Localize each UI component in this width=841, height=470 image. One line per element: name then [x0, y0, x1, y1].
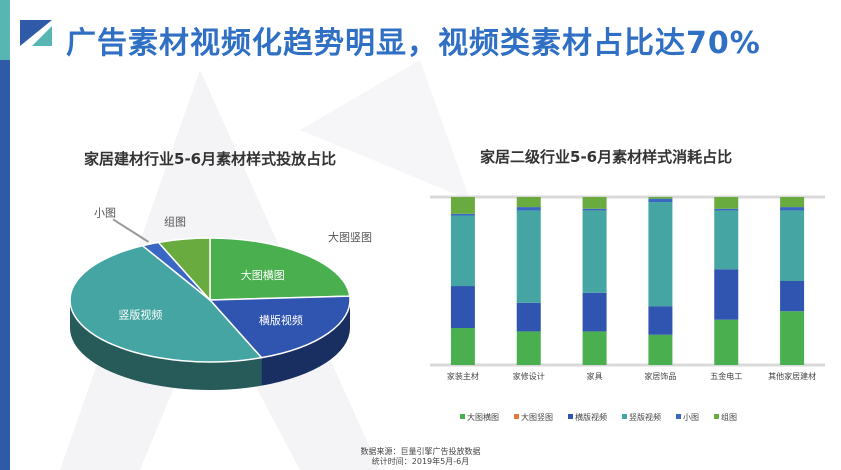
pie-label-横版视频: 横版视频: [259, 313, 303, 327]
statistics-period-note: 统计时间：2019年5月-6月: [371, 457, 470, 466]
legend-item: 小图: [683, 413, 699, 422]
x-tick-label: 家居饰品: [644, 371, 676, 381]
bar-segment-大图横图: [780, 311, 805, 365]
data-source-note: 数据来源：巨量引擎广告投放数据: [360, 447, 481, 456]
bar-segment-小图: [450, 213, 475, 216]
bar-segment-竖版视频: [582, 210, 607, 293]
bar-segment-竖版视频: [450, 215, 475, 287]
bar-segment-组图: [780, 197, 805, 208]
pie-label-大图横图: 大图横图: [241, 268, 285, 282]
pie-slice-大图横图: [209, 237, 351, 301]
x-tick-label: 五金电工: [710, 371, 742, 381]
pie-label-小图: 小图: [94, 206, 116, 219]
legend-swatch: [460, 414, 465, 419]
bar-segment-横版视频: [582, 292, 607, 332]
bar-segment-横版视频: [450, 286, 475, 329]
bar-segment-竖版视频: [780, 210, 805, 281]
legend-swatch: [514, 414, 519, 419]
bar-segment-竖版视频: [714, 210, 739, 270]
bar-segment-组图: [648, 197, 673, 199]
legend-item: 大图竖图: [521, 412, 553, 422]
pie-slice-竖版视频: [69, 244, 263, 363]
bar-segment-竖版视频: [516, 210, 541, 303]
bar-segment-竖版视频: [648, 202, 673, 307]
bar-segment-大图横图: [516, 331, 541, 365]
bar-segment-组图: [714, 197, 739, 209]
legend-swatch: [568, 414, 573, 419]
bar-segment-组图: [516, 197, 541, 208]
logo-icon: [20, 20, 52, 46]
pie-side-横版视频: [261, 300, 350, 386]
bar-segment-组图: [582, 197, 607, 209]
pie-slice-组图: [157, 237, 211, 302]
bar-segment-横版视频: [516, 302, 541, 332]
pie-side-竖版视频: [70, 300, 262, 390]
pie-leader-line: [112, 218, 149, 243]
legend-swatch: [622, 414, 627, 419]
x-tick-label: 家具: [587, 371, 603, 381]
pie-chart-title: 家居建材行业5-6月素材样式投放占比: [84, 150, 337, 168]
bar-segment-小图: [516, 207, 541, 211]
legend-item: 组图: [721, 412, 737, 422]
bar-segment-大图横图: [648, 334, 673, 365]
legend-swatch: [714, 414, 719, 419]
bar-segment-大图横图: [714, 319, 739, 365]
legend-item: 大图横图: [467, 412, 499, 422]
bar-segment-横版视频: [648, 306, 673, 335]
legend-swatch: [676, 414, 681, 419]
x-tick-label: 家装主材: [447, 371, 479, 381]
accent-bar-top: [0, 0, 10, 60]
bar-segment-小图: [648, 198, 673, 203]
bar-segment-横版视频: [780, 281, 805, 312]
bar-segment-大图横图: [450, 328, 475, 365]
bar-segment-小图: [714, 208, 739, 211]
pie-label-大图竖图: 大图竖图: [328, 230, 372, 244]
x-tick-label: 家修设计: [513, 371, 545, 381]
pie-label-组图: 组图: [164, 215, 186, 229]
legend-item: 竖版视频: [629, 412, 661, 422]
bar-segment-横版视频: [714, 269, 739, 320]
accent-bar-bottom: [0, 60, 10, 470]
legend-item: 横版视频: [575, 412, 607, 422]
x-tick-label: 其他家居建材: [768, 371, 816, 381]
bar-chart-title: 家居二级行业5-6月素材样式消耗占比: [480, 148, 733, 166]
bar-segment-小图: [780, 207, 805, 211]
bar-segment-组图: [450, 197, 475, 214]
pie-slice-横版视频: [208, 295, 351, 359]
bar-segment-大图横图: [582, 331, 607, 365]
page-title: 广告素材视频化趋势明显，视频类素材占比达70%: [66, 26, 761, 61]
pie-label-竖版视频: 竖版视频: [118, 308, 162, 322]
bar-segment-小图: [582, 208, 607, 211]
